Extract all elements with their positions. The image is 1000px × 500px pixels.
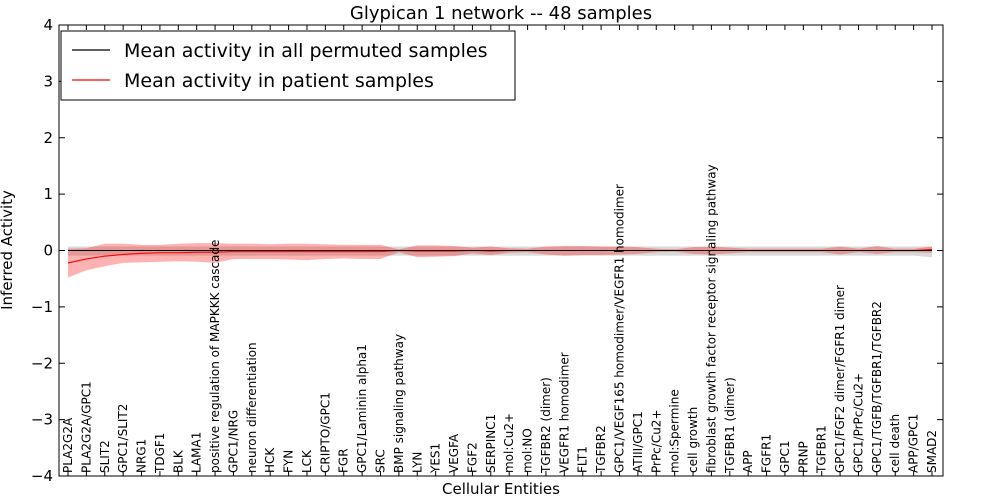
- x-category-label: BMP signaling pathway: [392, 334, 406, 473]
- x-category-label: TGFBR2: [594, 425, 608, 474]
- legend: Mean activity in all permuted samples Me…: [60, 30, 516, 101]
- error-bands: [68, 243, 932, 278]
- x-category-label: SERPINC1: [484, 414, 498, 473]
- x-category-label: CRIPTO/GPC1: [318, 392, 332, 473]
- x-category-label: PLA2G2A: [61, 417, 75, 473]
- legend-box: [60, 30, 516, 101]
- x-category-label: FGF2: [465, 442, 479, 473]
- x-category-label: TDGF1: [153, 433, 167, 474]
- x-category-label: FGFR1: [760, 434, 774, 473]
- y-tick-label: −2: [31, 354, 53, 372]
- x-category-label: LCK: [300, 449, 314, 473]
- x-category-label: VEGFR1 homodimer: [557, 352, 571, 473]
- x-category-label: SRC: [374, 449, 388, 473]
- x-category-label: NRG1: [135, 439, 149, 473]
- y-tick-label: −3: [31, 411, 53, 429]
- x-category-label: LYN: [410, 452, 424, 473]
- x-category-label: BLK: [171, 449, 185, 473]
- x-category-label: FGR: [337, 448, 351, 473]
- x-category-label: GPC1/VEGF165 homodimer/VEGFR1 homodimer: [612, 184, 626, 473]
- y-tick-label: −4: [31, 467, 53, 485]
- x-category-label: APP: [741, 450, 755, 473]
- x-category-label: cell death: [888, 414, 902, 473]
- x-category-label: GPC1: [778, 440, 792, 473]
- x-category-label: neuron differentiation: [245, 342, 259, 473]
- x-category-label: TGFBR2 (dimer): [539, 377, 553, 474]
- x-category-label: VEGFA: [447, 433, 461, 473]
- y-tick-label: −1: [31, 298, 53, 316]
- x-category-label: SLIT2: [98, 440, 112, 473]
- x-category-label: LAMA1: [190, 432, 204, 473]
- y-tick-label: 1: [43, 185, 53, 203]
- x-axis: PLA2G2A PLA2G2A/GPC1 SLIT2 GPC1/SLIT2 NRG1 TD…: [61, 25, 939, 476]
- x-category-label: PLA2G2A/GPC1: [79, 381, 93, 473]
- x-category-label: PRNP: [796, 441, 810, 473]
- x-category-label: fibroblast growth factor receptor signal…: [704, 164, 718, 473]
- x-category-label: ATIII/GPC1: [631, 411, 645, 473]
- x-category-label: APP/GPC1: [907, 414, 921, 473]
- y-tick-label: 3: [43, 72, 53, 90]
- x-category-label: YES1: [429, 443, 443, 474]
- x-category-label: TGFBR1 (dimer): [723, 377, 737, 474]
- x-category-label: positive regulation of MAPKKK cascade: [208, 240, 222, 473]
- legend-label-patient: Mean activity in patient samples: [124, 70, 434, 92]
- x-category-label: GPC1/PrPc/Cu2+: [851, 373, 865, 473]
- x-category-label: mol:Spermine: [668, 389, 682, 473]
- x-category-label: mol:Cu2+: [502, 413, 516, 473]
- legend-label-permuted: Mean activity in all permuted samples: [124, 40, 487, 62]
- x-category-label: GPC1/FGF2 dimer/FGFR1 dimer: [833, 285, 847, 473]
- x-axis-title: Cellular Entities: [442, 480, 560, 498]
- series-lines: [67, 248, 933, 264]
- x-category-label: mol:NO: [521, 428, 535, 473]
- x-category-label: PrPc/Cu2+: [649, 409, 663, 473]
- x-category-label: FYN: [282, 450, 296, 473]
- y-tick-label: 0: [43, 242, 53, 260]
- x-category-label: SMAD2: [925, 430, 939, 473]
- y-tick-label: 4: [43, 16, 53, 34]
- x-category-label: HCK: [263, 447, 277, 473]
- x-category-label: FLT1: [576, 446, 590, 473]
- x-category-label: GPC1/Laminin alpha1: [355, 344, 369, 473]
- y-axis: −4 −3 −2 −1 0 1 2 3 4: [31, 16, 943, 485]
- x-category-label: GPC1/NRG: [226, 410, 240, 473]
- x-category-label: GPC1/SLIT2: [116, 404, 130, 473]
- band-permuted: [68, 246, 932, 258]
- x-category-label: cell growth: [686, 407, 700, 473]
- chart-title: Glypican 1 network -- 48 samples: [350, 3, 652, 24]
- x-category-label: TGFBR1: [815, 425, 829, 474]
- y-tick-label: 2: [43, 129, 53, 147]
- y-axis-title: Inferred Activity: [0, 190, 16, 310]
- x-category-label: GPC1/TGFB/TGFBR1/TGFBR2: [870, 301, 884, 473]
